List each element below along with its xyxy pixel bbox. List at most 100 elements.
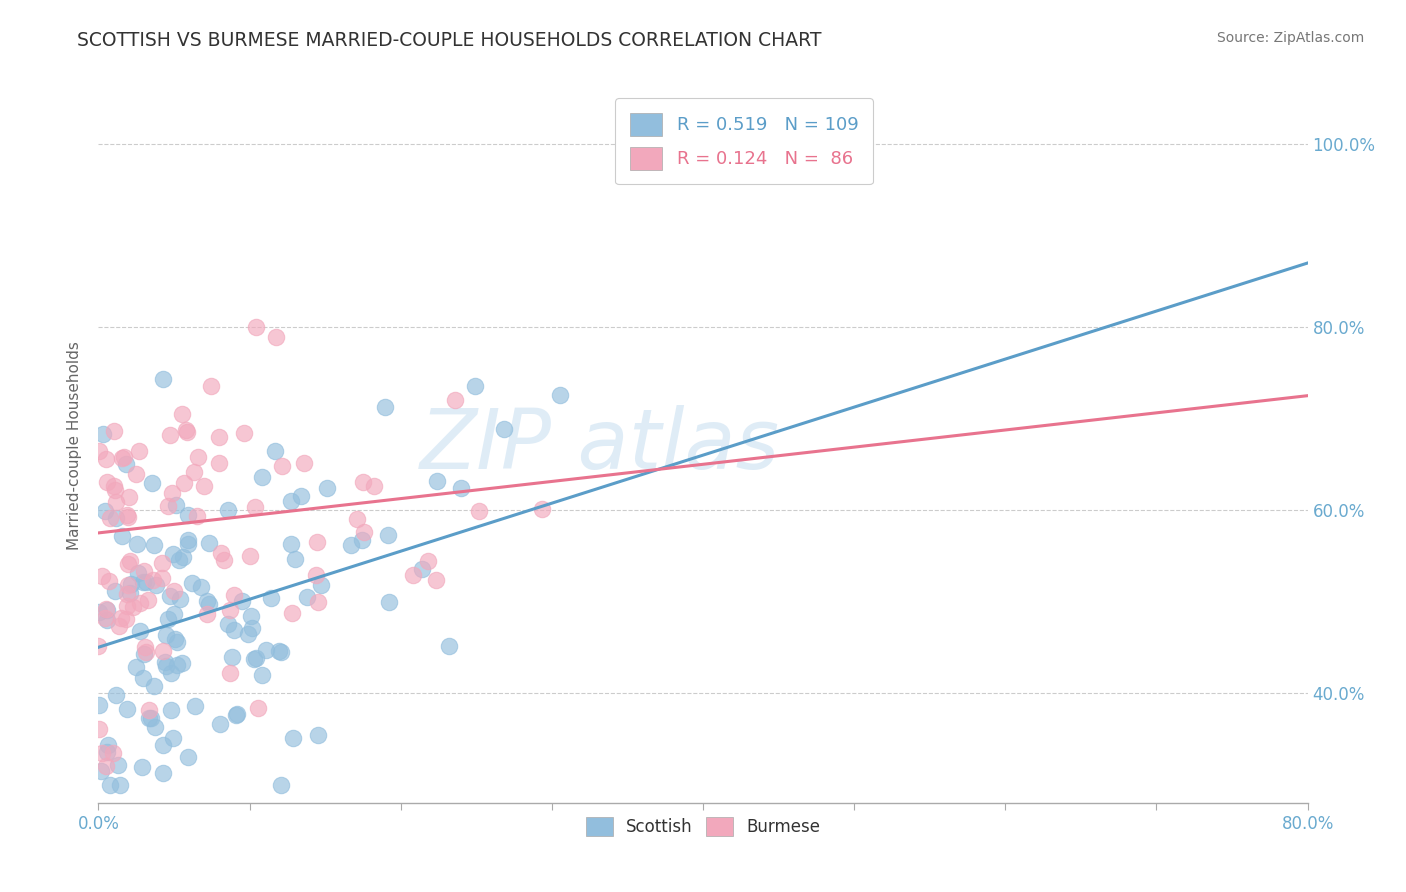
Point (104, 483, 127, 497)
Point (97, 739, 120, 753)
Point (105, 688, 128, 702)
Point (243, 652, 266, 666)
Point (425, 573, 447, 587)
Point (117, 577, 139, 591)
Point (295, 591, 318, 605)
Point (96, 475, 118, 489)
Point (450, 481, 472, 495)
Point (108, 619, 131, 633)
Point (219, 602, 242, 616)
Point (363, 479, 385, 493)
Point (112, 450, 135, 464)
Point (183, 465, 205, 479)
Point (115, 587, 138, 601)
Point (177, 750, 200, 764)
Point (309, 578, 332, 592)
Point (225, 707, 247, 722)
Point (243, 500, 266, 514)
Point (245, 651, 267, 665)
Point (138, 703, 160, 717)
Point (155, 659, 177, 673)
Point (240, 608, 263, 623)
Point (219, 665, 242, 680)
Point (426, 475, 449, 489)
Point (172, 407, 194, 421)
Point (162, 607, 184, 622)
Point (181, 575, 204, 590)
Point (231, 594, 253, 608)
Point (531, 502, 554, 516)
Point (200, 379, 222, 393)
Point (339, 538, 361, 552)
Point (208, 430, 231, 444)
Point (270, 777, 292, 791)
Point (87, 639, 110, 653)
Point (152, 738, 174, 752)
Point (281, 607, 304, 621)
Point (174, 423, 197, 437)
Point (90, 764, 112, 779)
Point (209, 546, 232, 560)
Point (232, 425, 254, 440)
Text: ZIP atlas: ZIP atlas (420, 406, 780, 486)
Point (125, 467, 148, 481)
Point (94, 452, 117, 467)
Point (103, 479, 125, 493)
Point (226, 706, 249, 721)
Point (270, 645, 292, 659)
Point (240, 621, 263, 635)
Point (260, 591, 283, 606)
Point (159, 589, 181, 603)
Point (104, 494, 127, 508)
Point (153, 656, 176, 670)
Point (221, 649, 243, 664)
Point (195, 607, 218, 621)
Point (177, 508, 200, 522)
Point (143, 720, 166, 734)
Point (239, 549, 262, 564)
Point (91, 569, 114, 583)
Point (152, 644, 174, 658)
Point (166, 658, 188, 673)
Point (198, 536, 221, 550)
Point (177, 533, 200, 547)
Point (160, 665, 183, 680)
Point (280, 536, 302, 550)
Point (143, 679, 166, 693)
Point (103, 424, 125, 438)
Y-axis label: Married-couple Households: Married-couple Households (67, 342, 83, 550)
Point (110, 610, 132, 624)
Point (138, 711, 160, 725)
Point (307, 728, 329, 742)
Point (117, 558, 139, 572)
Point (94, 504, 117, 518)
Point (187, 450, 209, 465)
Point (352, 475, 374, 489)
Point (163, 583, 186, 598)
Point (132, 647, 155, 661)
Point (139, 711, 162, 725)
Point (98, 574, 121, 589)
Point (136, 592, 159, 607)
Point (183, 699, 205, 714)
Point (118, 554, 141, 568)
Point (224, 623, 246, 637)
Point (142, 538, 165, 552)
Point (346, 512, 368, 526)
Point (374, 400, 396, 414)
Point (444, 392, 467, 407)
Point (96, 745, 118, 759)
Point (111, 529, 134, 543)
Point (307, 595, 329, 609)
Point (377, 528, 399, 542)
Point (96, 602, 118, 616)
Point (264, 444, 287, 458)
Point (245, 320, 267, 334)
Point (283, 731, 305, 745)
Point (378, 595, 401, 609)
Point (96, 603, 118, 617)
Point (416, 554, 439, 568)
Point (222, 589, 245, 603)
Point (193, 479, 215, 493)
Point (152, 766, 174, 780)
